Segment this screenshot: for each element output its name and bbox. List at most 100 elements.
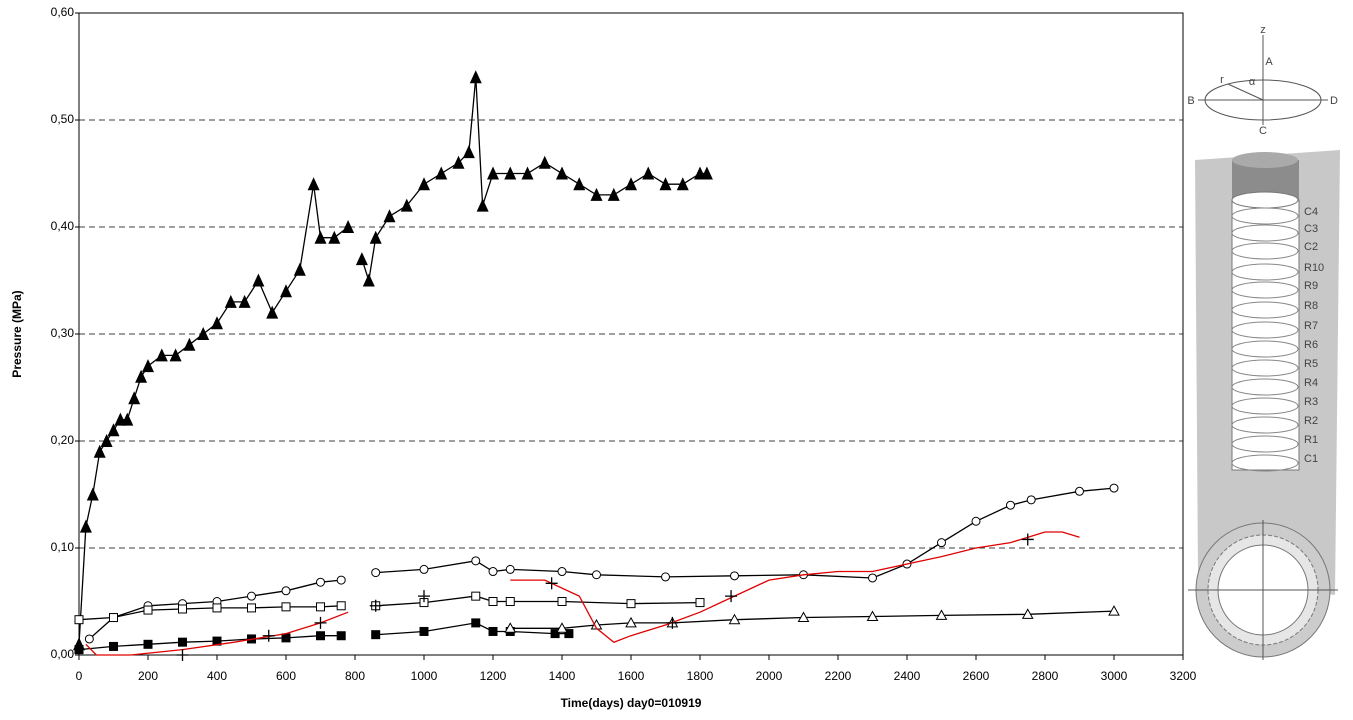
x-tick-label: 1200 (480, 669, 507, 683)
marker (328, 230, 341, 244)
marker (128, 391, 141, 405)
marker (521, 166, 534, 180)
marker (1108, 605, 1120, 616)
marker (316, 577, 325, 587)
y-tick-label: 0,10 (51, 540, 75, 554)
ring (1231, 340, 1299, 358)
axis-label: z (1260, 24, 1266, 36)
marker (79, 519, 92, 533)
marker (866, 610, 879, 621)
ring-label: R3 (1304, 396, 1318, 408)
marker (262, 629, 275, 642)
x-axis-label: Time(days) day0=010919 (561, 696, 702, 710)
ring (1231, 397, 1299, 415)
x-tick-label: 600 (276, 669, 296, 683)
x-tick-label: 1400 (549, 669, 576, 683)
marker (488, 597, 498, 606)
marker (176, 649, 189, 661)
marker (935, 609, 948, 620)
x-tick-label: 1800 (687, 669, 714, 683)
marker (435, 166, 448, 180)
marker (197, 327, 210, 340)
x-tick-label: 2200 (825, 669, 852, 683)
marker (1075, 486, 1084, 496)
x-tick-label: 3000 (1101, 669, 1128, 683)
axis-line (1227, 83, 1264, 101)
marker (505, 597, 515, 606)
x-tick-label: 2600 (963, 669, 990, 683)
ring-label: C4 (1304, 206, 1318, 218)
marker (107, 423, 120, 437)
axis-label: A (1265, 56, 1273, 68)
series-line (85, 531, 1080, 656)
marker (545, 577, 558, 590)
marker (280, 284, 292, 298)
x-tick-label: 2800 (1032, 669, 1059, 683)
marker (336, 601, 346, 611)
marker (369, 230, 382, 244)
ring-label: C2 (1304, 241, 1318, 253)
schematic: z r α A B C D C4 C3 C2 R10 R9 R8 R7 R6 R5 R4 R3 R2 R… (1187, 24, 1340, 660)
x-tick-label: 1000 (411, 669, 438, 683)
canister-top (1231, 191, 1299, 209)
ring-label: R5 (1304, 358, 1318, 370)
marker (1026, 495, 1036, 505)
marker (666, 616, 679, 629)
marker (418, 590, 430, 603)
ring-label: R8 (1304, 300, 1318, 312)
marker (419, 564, 429, 574)
marker (797, 611, 810, 623)
marker (557, 567, 567, 577)
ring (1231, 378, 1299, 396)
ring-label: R6 (1304, 339, 1318, 351)
marker (314, 230, 327, 244)
marker (469, 70, 482, 84)
marker (336, 631, 346, 641)
ring (1231, 321, 1299, 339)
marker (476, 198, 489, 212)
marker (178, 637, 187, 647)
marker (293, 262, 306, 276)
ring-label: R4 (1304, 377, 1318, 389)
marker (314, 616, 327, 629)
ring-label: R1 (1304, 434, 1318, 446)
marker (419, 626, 429, 636)
marker (505, 564, 515, 574)
marker (550, 629, 560, 639)
marker (211, 316, 223, 330)
x-tick-label: 1600 (618, 669, 645, 683)
marker (1021, 608, 1034, 619)
marker (418, 177, 430, 191)
ring (1231, 207, 1299, 225)
x-tick-label: 0 (76, 669, 83, 683)
ring (1231, 224, 1299, 242)
marker (676, 177, 689, 191)
plug-top (1232, 152, 1298, 168)
series-line (78, 595, 701, 621)
marker (564, 629, 574, 639)
marker (573, 177, 586, 191)
marker (556, 622, 568, 633)
y-tick-label: 0,20 (51, 433, 75, 447)
marker (247, 591, 256, 601)
marker (281, 633, 291, 643)
marker (362, 273, 375, 287)
x-tick-label: 800 (345, 669, 365, 683)
marker (1021, 533, 1034, 546)
marker (183, 337, 196, 351)
marker (626, 599, 636, 609)
marker (592, 570, 601, 580)
marker (700, 166, 713, 180)
marker (868, 573, 877, 583)
marker (400, 198, 413, 212)
marker (607, 187, 620, 201)
marker (487, 166, 499, 180)
ring-label: C3 (1304, 223, 1318, 235)
ring-label: R9 (1304, 280, 1318, 292)
marker (383, 209, 396, 223)
x-tick-label: 200 (138, 669, 158, 683)
marker (238, 294, 251, 308)
y-tick-label: 0,30 (51, 326, 75, 340)
marker (143, 639, 153, 649)
marker (728, 613, 741, 625)
